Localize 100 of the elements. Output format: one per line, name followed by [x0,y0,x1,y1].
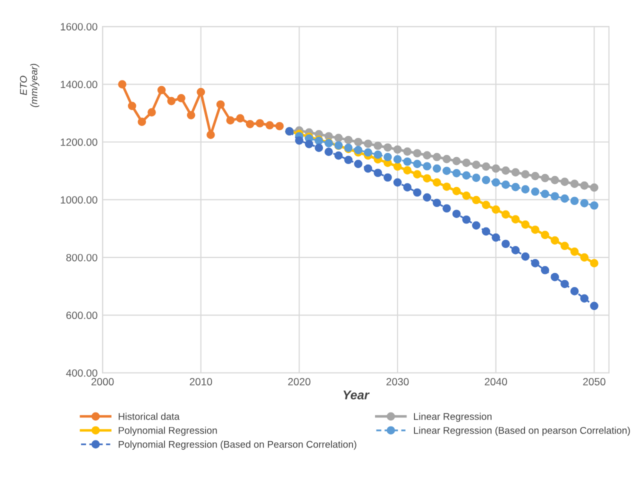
point [560,242,569,250]
point [492,205,500,214]
point [452,186,461,196]
y-tick-label: 800.00 [66,254,98,262]
y-tick-label: 600.00 [66,312,98,320]
point [462,192,471,200]
point [393,145,402,154]
point [256,119,264,128]
point [521,185,530,194]
point [374,142,382,150]
point [413,170,422,178]
point [590,183,598,192]
point [540,190,550,198]
point [580,253,589,262]
point [275,122,284,130]
point [492,164,500,173]
point [324,148,333,156]
point [374,150,382,159]
y-tick-label: 1000.00 [60,196,98,204]
point [422,162,432,170]
point [472,174,480,182]
point [128,102,136,110]
point [462,171,471,180]
point [403,166,412,174]
point [138,118,146,126]
point [393,155,402,164]
point [384,143,392,152]
point [393,162,402,171]
point [472,221,480,230]
legend-label: Polynomial Regression (Based on Pearson Correlation) [118,440,356,450]
point [590,259,598,268]
point [521,170,530,178]
point [482,176,490,184]
point [521,252,530,261]
y-tick-label: 1400.00 [60,80,98,88]
point [511,215,520,224]
x-tick-label: 2010 [190,378,212,386]
point [570,196,579,206]
x-tick-label: 2000 [92,378,114,386]
point [384,152,392,162]
point [148,108,156,116]
point [432,152,442,162]
point [266,121,274,130]
x-tick-label: 2020 [288,378,310,386]
point [157,86,166,94]
point [531,259,540,268]
point [502,210,510,219]
point [432,178,442,187]
legend-label: Historical data [118,412,180,420]
point [403,183,412,192]
point [177,94,186,102]
point [364,140,372,148]
point [186,110,196,120]
point [314,144,324,152]
point [374,168,382,178]
point [364,164,372,173]
point [364,148,372,157]
point [462,158,471,167]
point [216,100,225,109]
point [167,96,176,106]
point [502,166,510,175]
point [442,204,451,213]
legend-label: Linear Regression (Based on pearson Correlation) [414,426,630,436]
point [422,174,432,183]
legend-label: Polynomial Regression [118,426,217,436]
point [413,188,422,197]
point [482,200,490,210]
point [472,160,480,169]
point [354,138,362,146]
point [511,168,520,176]
point [196,88,206,96]
point [452,210,461,218]
point [432,164,442,173]
point [580,294,589,303]
point [393,178,402,187]
point [531,226,540,234]
point [492,233,500,242]
point [580,181,589,190]
point [295,136,304,145]
x-tick-label: 2050 [583,378,606,386]
point [502,180,510,189]
point [403,147,412,156]
point [442,154,451,164]
point [570,180,579,188]
y-tick-label: 1200.00 [60,138,98,146]
point [531,187,540,196]
point [540,230,550,240]
y-axis-title: ETO (mm/year) [20,64,40,108]
point [560,178,569,186]
point [334,151,343,160]
x-tick-label: 2030 [386,378,409,386]
point [511,246,520,254]
point [462,215,471,224]
point [334,134,343,142]
point [413,149,422,158]
point [452,156,461,166]
point [452,169,461,178]
point [442,182,451,191]
point [570,248,579,256]
y-tick-label: 1600.00 [60,23,98,30]
